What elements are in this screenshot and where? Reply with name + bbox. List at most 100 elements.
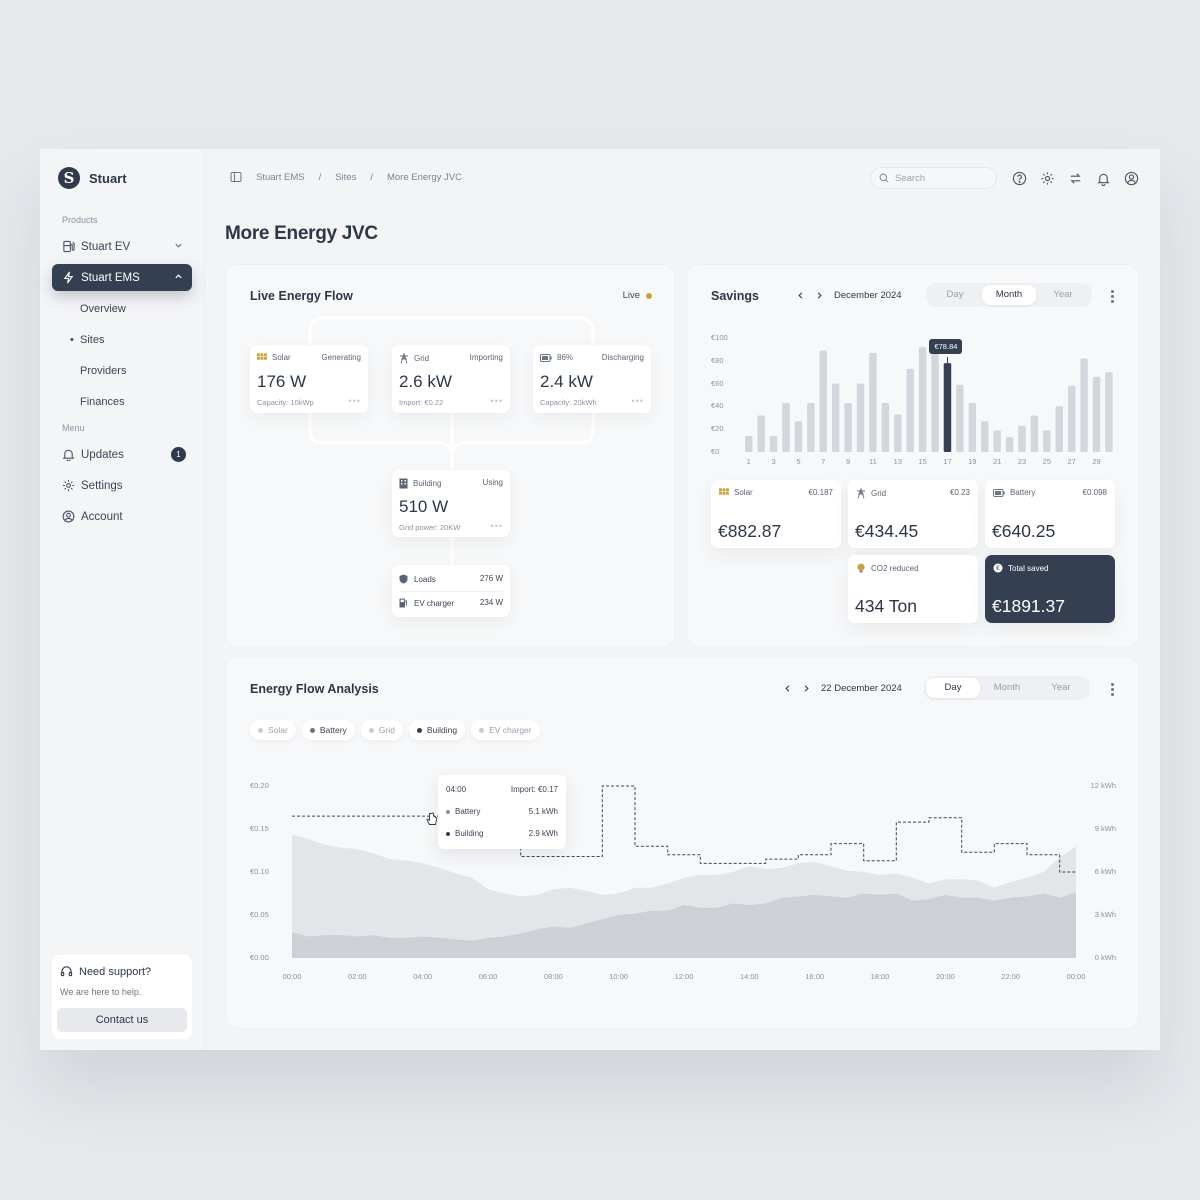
savings-bar[interactable] [1080,358,1088,452]
chevron-up-icon[interactable] [174,272,183,281]
more-dots-icon[interactable]: ••• [631,396,644,406]
contact-us-button[interactable]: Contact us [57,1008,187,1032]
savings-bar[interactable] [993,430,1001,452]
savings-bar[interactable] [1067,385,1076,452]
nav-settings[interactable]: Settings [52,472,192,499]
tab-month[interactable]: Month [993,682,1021,693]
savings-bar[interactable] [931,349,939,452]
switch-arrows-icon[interactable] [1066,169,1084,187]
savings-bar[interactable] [745,436,753,452]
savings-bar[interactable] [956,384,964,452]
savings-bar[interactable] [881,402,890,452]
user-circle-icon[interactable] [1122,169,1140,187]
nav-updates[interactable]: Updates 1 [52,441,192,468]
savings-bar[interactable] [831,383,840,452]
savings-bar[interactable] [1043,430,1051,452]
chevron-right-icon[interactable] [802,684,811,693]
series-filter-chips: Solar Battery Grid Building EV charger [250,720,540,740]
grid-node[interactable]: Grid Importing 2.6 kW Import: €0.22 ••• [392,345,510,413]
savings-bar[interactable] [1055,406,1064,452]
savings-bar[interactable] [844,402,852,452]
chevron-left-icon[interactable] [796,291,805,300]
savings-bar[interactable] [1030,415,1039,452]
breadcrumb-item[interactable]: Sites [335,171,357,183]
solar-value: 176 W [257,372,307,391]
more-dots-icon[interactable]: ••• [490,521,503,531]
co2-reduced-card[interactable]: CO2 reduced 434 Ton [848,555,978,623]
savings-bar[interactable] [782,402,790,452]
gear-icon[interactable] [1038,169,1056,187]
grid-node-header: Grid Importing [399,353,503,364]
building-area[interactable] [292,892,1076,958]
chip-solar[interactable]: Solar [250,720,296,740]
nav-stuart-ev[interactable]: Stuart EV [52,233,192,260]
grid-savings-card[interactable]: Grid €0.23 €434.45 [848,480,978,548]
chip-solar-label: Solar [268,725,288,735]
more-vertical-icon[interactable] [1111,290,1115,305]
savings-bar[interactable] [1092,376,1101,452]
bell-icon[interactable] [1094,169,1112,187]
building-node[interactable]: Building Using 510 W Grid power: 20KW ••… [392,470,510,537]
savings-bar[interactable] [968,402,977,452]
nav-stuart-ems[interactable]: Stuart EMS [52,264,192,291]
chevron-right-icon[interactable] [815,291,824,300]
battery-savings-card[interactable]: Battery €0.098 €640.25 [985,480,1115,548]
search-input[interactable]: Search [870,167,997,189]
savings-bar[interactable] [869,352,877,452]
savings-bar[interactable] [807,402,815,452]
chevron-left-icon[interactable] [783,684,792,693]
savings-y-tick: €80 [711,355,724,365]
savings-bar[interactable] [906,368,914,452]
savings-bar[interactable] [1018,425,1026,452]
savings-bar[interactable] [794,421,803,452]
battery-node[interactable]: 86% Discharging 2.4 kW Capacity: 20kWh •… [533,345,651,413]
tab-month[interactable]: Month [982,285,1036,305]
nav-sub-overview[interactable]: Overview [80,303,126,315]
solar-node[interactable]: Solar Generating 176 W Capacity: 10kWp •… [250,345,368,413]
analysis-x-tick: 20:00 [935,972,955,981]
savings-x-tick: 13 [893,457,902,466]
nav-sub-providers[interactable]: Providers [80,365,127,377]
savings-bar[interactable] [1105,372,1113,452]
savings-bar-highlighted[interactable] [943,363,952,452]
more-dots-icon[interactable]: ••• [490,396,503,406]
more-dots-icon[interactable]: ••• [348,396,361,406]
chip-ev-charger[interactable]: EV charger [471,720,540,740]
logo[interactable]: S Stuart [58,167,127,189]
chevron-down-icon[interactable] [174,241,183,250]
grid-price-line[interactable] [292,785,1076,873]
more-vertical-icon[interactable] [1111,683,1115,698]
help-icon[interactable] [1010,169,1028,187]
solar-panel-icon [719,488,729,495]
savings-bar[interactable] [894,414,902,452]
tab-year[interactable]: Year [1053,289,1073,300]
chip-battery[interactable]: Battery [301,720,355,740]
tab-day[interactable]: Day [926,678,980,698]
savings-bar[interactable] [856,383,865,452]
solar-savings-card[interactable]: Solar €0.187 €882.87 [711,480,841,548]
chip-battery-label: Battery [319,725,347,735]
savings-bar[interactable] [769,436,778,452]
loads-node[interactable]: Loads 276 W EV charger 234 W [392,565,510,617]
savings-bar[interactable] [918,347,927,452]
chip-building[interactable]: Building [408,720,466,740]
chip-grid[interactable]: Grid [360,720,403,740]
analysis-x-tick: 18:00 [870,972,890,981]
loads-label: Loads [414,574,436,584]
breadcrumb-item[interactable]: Stuart EMS [256,171,305,183]
savings-bar[interactable] [819,350,828,452]
tab-year[interactable]: Year [1051,682,1071,693]
nav-account[interactable]: Account [52,503,192,530]
nav-sub-sites[interactable]: Sites [70,334,105,346]
grid-status: Importing [469,353,503,362]
savings-bar[interactable] [980,421,989,452]
sidebar-toggle-icon[interactable] [230,171,242,183]
grid-rate: €0.23 [949,488,970,497]
nav-sub-finances[interactable]: Finances [80,396,125,408]
savings-bar[interactable] [757,415,765,452]
total-saved-card[interactable]: € Total saved €1891.37 [985,555,1115,623]
savings-bar-chart [745,347,1113,452]
analysis-x-tick: 14:00 [739,972,759,981]
tab-day[interactable]: Day [946,289,964,300]
savings-bar[interactable] [1005,437,1014,452]
